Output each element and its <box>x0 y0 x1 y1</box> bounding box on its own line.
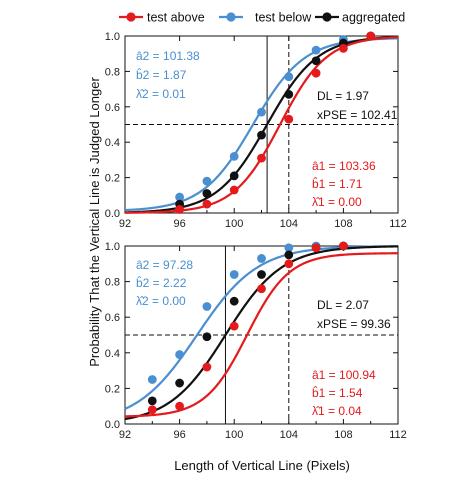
y-tick-label: 0.4 <box>105 137 120 149</box>
data-point-test-below <box>311 45 321 55</box>
x-tick-label: 104 <box>280 218 298 230</box>
data-point-test-below <box>229 151 239 161</box>
data-point-test-below <box>284 243 294 253</box>
legend-label-aggregated: aggregated <box>342 11 405 25</box>
y-tick-label: 0.8 <box>105 277 120 289</box>
data-point-test-above <box>147 405 157 415</box>
data-point-test-below <box>175 350 185 359</box>
y-tick-label: 0.0 <box>105 208 120 220</box>
annotation-red: λ̂1 = 0.00 <box>312 195 362 209</box>
annotation-red: b̂1 = 1.71 <box>312 176 363 191</box>
data-point-test-above <box>311 243 321 253</box>
data-point-test-above <box>311 68 321 78</box>
x-tick-label: 100 <box>225 429 243 441</box>
data-point-test-below <box>202 176 212 186</box>
data-point-aggregated <box>202 189 212 198</box>
x-tick-label: 96 <box>173 429 185 441</box>
annotation-blue: λ̂2 = 0.00 <box>136 294 186 308</box>
annotation-blue: â2 = 101.38 <box>136 49 200 63</box>
data-point-test-below <box>284 72 294 82</box>
data-point-test-above <box>175 401 185 411</box>
data-point-test-above <box>284 114 294 124</box>
annotation-black: DL = 1.97 <box>317 89 369 103</box>
legend-marker-aggregated <box>322 12 332 22</box>
fit-curve-test-above <box>124 252 399 418</box>
data-point-aggregated <box>257 270 266 279</box>
x-tick-label: 108 <box>334 429 352 441</box>
data-point-aggregated <box>284 250 294 260</box>
data-point-test-above <box>366 31 376 41</box>
data-point-aggregated <box>229 171 239 181</box>
x-tick-label: 112 <box>389 218 407 230</box>
y-axis-label: Probability That the Vertical Line is Ju… <box>87 77 102 367</box>
x-tick-label: 96 <box>173 218 185 230</box>
x-tick-label: 112 <box>389 429 407 441</box>
legend-marker-test-below <box>226 12 236 22</box>
data-point-aggregated <box>202 332 212 342</box>
legend-label-test-below: test below <box>255 11 312 25</box>
data-point-test-above <box>229 321 239 331</box>
x-tick-label: 92 <box>119 429 131 441</box>
legend-label-test-above: test above <box>147 11 205 25</box>
bottom-panel: 92 96 100 104 108 112 0.0 0.2 0.4 0.6 0.8 1.0 â2 = 9… <box>105 241 407 441</box>
x-tick-label: 104 <box>280 429 298 441</box>
x-axis-label: Length of Vertical Line (Pixels) <box>174 458 350 473</box>
legend: test above test below aggregated <box>119 11 405 25</box>
x-tick-label: 100 <box>225 218 243 230</box>
annotation-black: DL = 2.07 <box>317 298 369 312</box>
y-tick-label: 0.6 <box>105 312 120 324</box>
y-tick-label: 0.2 <box>105 383 120 395</box>
data-point-test-below <box>202 302 212 311</box>
data-point-aggregated <box>175 378 185 388</box>
annotation-blue: â2 = 97.28 <box>136 258 193 272</box>
data-point-test-above <box>284 259 294 269</box>
annotation-red: b̂1 = 1.54 <box>312 385 363 400</box>
data-point-aggregated <box>311 56 321 66</box>
data-point-test-above <box>339 241 348 251</box>
data-point-test-below <box>175 192 185 202</box>
annotation-blue: b̂2 = 2.22 <box>136 275 187 290</box>
annotation-black: xPSE = 102.41 <box>317 108 398 122</box>
data-point-test-below <box>229 270 239 279</box>
data-point-test-above <box>175 205 185 214</box>
x-tick-label: 108 <box>334 218 352 230</box>
data-point-test-above <box>257 153 266 163</box>
data-point-aggregated <box>284 90 294 99</box>
y-tick-label: 1.0 <box>105 31 120 43</box>
data-point-test-above <box>202 199 212 209</box>
y-tick-label: 0.8 <box>105 66 120 78</box>
annotation-red: â1 = 100.94 <box>312 368 376 382</box>
data-point-aggregated <box>257 130 266 140</box>
annotation-black: xPSE = 99.36 <box>317 317 391 331</box>
y-tick-label: 0.0 <box>105 419 120 431</box>
data-point-aggregated <box>147 396 157 406</box>
data-point-test-below <box>147 375 157 384</box>
annotation-blue: b̂2 = 1.87 <box>136 67 187 82</box>
data-point-test-above <box>257 284 266 294</box>
y-tick-label: 0.6 <box>105 102 120 114</box>
annotation-blue: λ̂2 = 0.01 <box>136 87 186 101</box>
y-tick-label: 0.2 <box>105 173 120 185</box>
y-tick-label: 1.0 <box>105 241 120 253</box>
data-point-test-above <box>202 362 212 372</box>
data-point-aggregated <box>229 296 239 306</box>
annotation-red: â1 = 103.36 <box>312 159 376 173</box>
top-panel: 92 96 100 104 108 112 0.0 0.2 0.4 0.6 0.8 1.0 â2 = 1… <box>105 31 407 230</box>
x-tick-label: 92 <box>119 218 131 230</box>
legend-marker-test-above <box>126 12 136 22</box>
data-point-test-above <box>229 185 239 195</box>
annotation-red: λ̂1 = 0.04 <box>312 404 362 418</box>
data-point-test-below <box>257 254 266 263</box>
data-point-test-below <box>257 107 266 117</box>
data-point-test-above <box>339 43 348 53</box>
y-tick-label: 0.4 <box>105 348 120 360</box>
